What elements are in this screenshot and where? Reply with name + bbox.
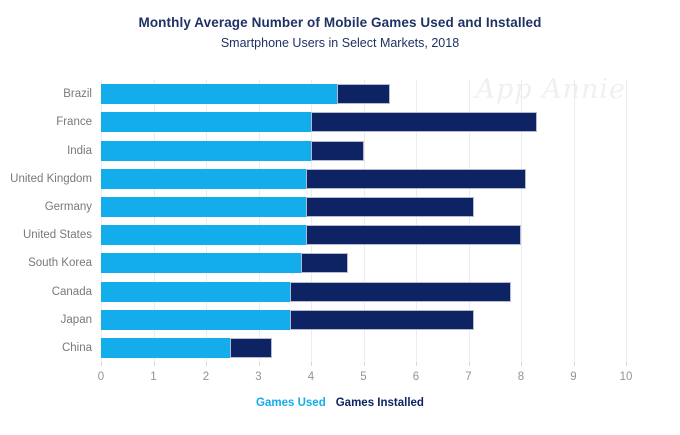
bar-games-installed-united-kingdom (305, 168, 527, 189)
category-label-united-kingdom: United Kingdom (10, 172, 92, 185)
axis-tick-x-8 (521, 362, 522, 366)
axis-tick-x-9 (573, 362, 575, 366)
bar-games-used-china (101, 337, 230, 358)
gridline-x-6 (416, 80, 417, 362)
bar-games-used-germany (101, 196, 306, 217)
axis-tick-x-2 (206, 362, 207, 366)
gridline-x-3 (258, 80, 260, 362)
legend: Games Used Games Installed (0, 397, 680, 409)
x-axis-label-7: 7 (465, 371, 472, 383)
x-axis-label-10: 10 (619, 371, 633, 383)
y-axis-category-labels: Brazil France India United Kingdom Germany Un… (0, 80, 92, 362)
legend-item-games-installed: Games Installed (335, 397, 424, 409)
category-label-india: India (67, 144, 92, 157)
gridline-x-8 (521, 80, 522, 362)
gridline-x-0 (101, 80, 102, 362)
bar-games-installed-japan (290, 309, 474, 330)
gridline-x-7 (468, 80, 470, 362)
axis-tick-x-3 (258, 362, 260, 366)
plot-area: App Annie (101, 74, 627, 366)
bar-games-used-brazil (101, 84, 338, 105)
chart-subtitle: Smartphone Users in Select Markets, 2018 (220, 36, 460, 50)
x-axis-label-9: 9 (570, 371, 577, 383)
bar-games-installed-south-korea (300, 253, 348, 274)
category-label-united-states: United States (22, 229, 92, 242)
bar-games-installed-united-states (305, 225, 521, 246)
axis-tick-x-6 (416, 362, 417, 366)
bar-games-installed-canada (290, 281, 511, 302)
axis-tick-x-0 (101, 362, 102, 366)
bar-games-used-canada (101, 281, 290, 302)
gridline-x-1 (153, 80, 155, 362)
legend-item-games-used: Games Used (256, 397, 326, 409)
category-label-japan: Japan (60, 313, 92, 326)
bar-games-installed-brazil (337, 84, 390, 105)
bar-games-used-united-kingdom (101, 168, 306, 189)
gridline-x-9 (573, 80, 575, 362)
x-axis-label-5: 5 (360, 371, 367, 383)
app-annie-watermark: App Annie (475, 74, 626, 105)
bar-games-used-united-states (101, 225, 306, 246)
chart-title: Monthly Average Number of Mobile Games U… (138, 15, 542, 30)
category-label-south-korea: South Korea (28, 257, 92, 270)
bar-games-used-japan (101, 309, 290, 330)
category-label-germany: Germany (44, 200, 92, 213)
x-axis-label-2: 2 (202, 371, 210, 383)
category-label-canada: Canada (51, 285, 92, 298)
axis-tick-x-7 (468, 362, 470, 366)
x-axis-label-6: 6 (412, 371, 420, 383)
axis-tick-x-5 (363, 362, 365, 366)
axis-tick-x-10 (626, 362, 627, 366)
x-axis-label-0: 0 (97, 371, 105, 383)
gridline-x-4 (311, 80, 312, 362)
bar-games-installed-china (229, 337, 272, 358)
bar-games-installed-germany (305, 196, 474, 217)
axis-tick-x-1 (153, 362, 155, 366)
gridline-x-10 (626, 80, 627, 362)
bar-games-used-france (101, 112, 311, 133)
x-axis-label-4: 4 (307, 371, 315, 383)
gridline-x-2 (206, 80, 207, 362)
bar-games-used-india (101, 140, 311, 161)
x-axis-label-3: 3 (255, 371, 262, 383)
bar-games-installed-india (311, 140, 364, 161)
category-label-brazil: Brazil (63, 88, 92, 101)
gridline-x-5 (363, 80, 365, 362)
x-axis-label-1: 1 (150, 371, 157, 383)
axis-tick-x-4 (311, 362, 312, 366)
category-label-china: China (61, 341, 92, 354)
bar-games-installed-france (311, 112, 537, 133)
x-axis-label-8: 8 (517, 371, 525, 383)
bar-games-used-south-korea (101, 253, 301, 274)
category-label-france: France (56, 116, 92, 129)
